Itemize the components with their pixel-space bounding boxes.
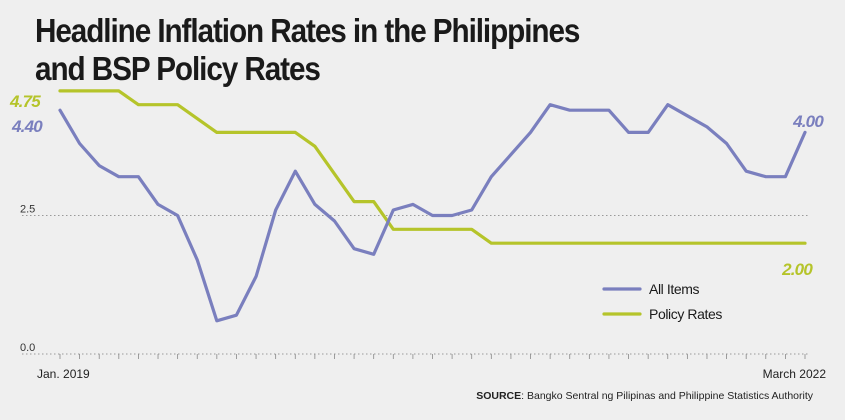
series-line-all-items — [58, 103, 807, 323]
title-line-2: and BSP Policy Rates — [35, 50, 321, 87]
x-label-first: Jan. 2019 — [37, 367, 90, 381]
y-tick-label: 0.0 — [20, 342, 35, 354]
policy-end-label: 2.00 — [781, 260, 813, 279]
source-label: SOURCE — [476, 390, 522, 402]
policy-start-label: 4.75 — [9, 92, 41, 111]
legend-label-all-items: All Items — [649, 281, 699, 297]
source-note: SOURCE: Bangko Sentral ng Pilipinas and … — [476, 390, 813, 402]
series-line-policy-rates — [58, 89, 807, 245]
inflation-end-label: 4.00 — [792, 112, 824, 131]
inflation-start-label: 4.40 — [11, 117, 43, 136]
source-text: : Bangko Sentral ng Pilipinas and Philip… — [521, 390, 813, 402]
chart-title: Headline Inflation Rates in the Philippi… — [35, 12, 665, 88]
legend-label-policy-rates: Policy Rates — [649, 306, 722, 322]
y-tick-label: 2.5 — [20, 204, 35, 216]
x-label-last: March 2022 — [763, 367, 827, 381]
title-line-1: Headline Inflation Rates in the Philippi… — [35, 12, 580, 49]
